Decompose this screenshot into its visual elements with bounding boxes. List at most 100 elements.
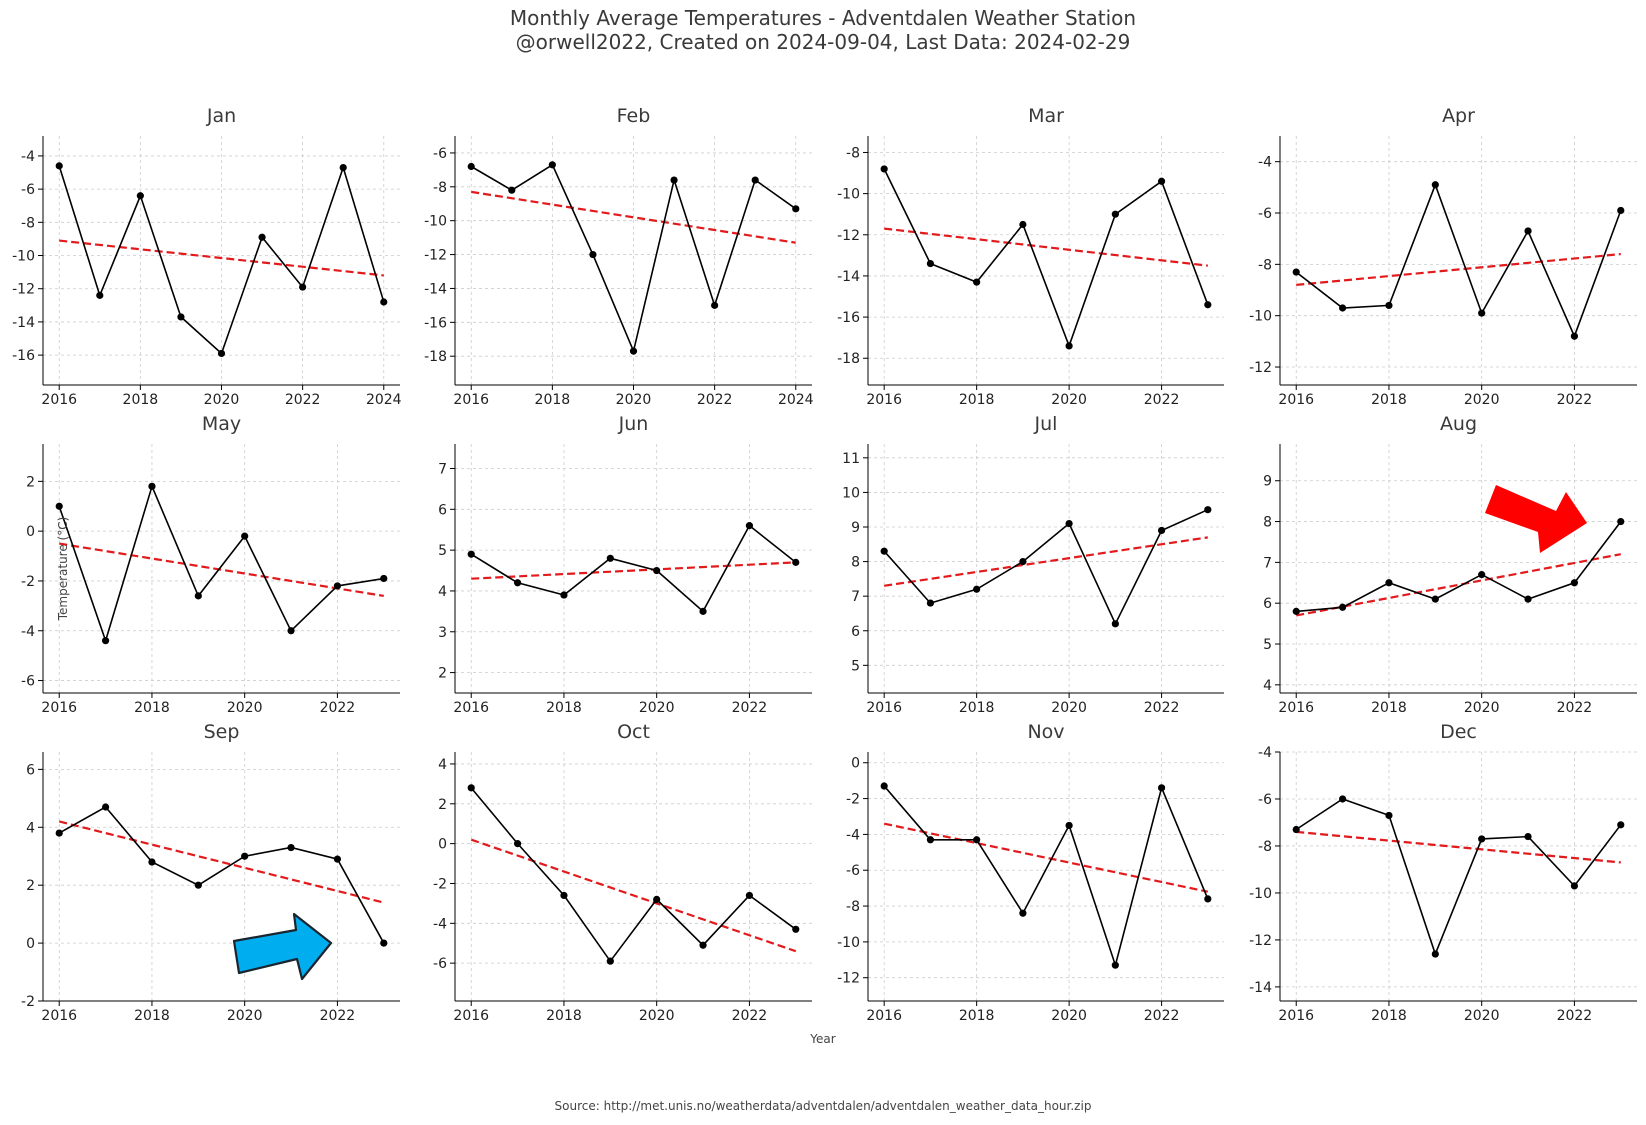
trend-line	[471, 561, 796, 580]
panel-jan: 2016 2018 2020 2022 2024 -4 -6 -8 -10 -12 -14 -16 Ja…	[12, 105, 402, 408]
x-tick-label: 2020	[1051, 392, 1087, 408]
y-tick-label: -8	[846, 899, 860, 915]
y-tick-label: 4	[438, 757, 447, 773]
y-tick-label: 9	[851, 520, 860, 536]
data-point	[467, 162, 475, 171]
panel-sep: 2016 2018 2020 2022 6 4 2 0 -2 Sep	[21, 721, 400, 1024]
y-tick-label: -6	[433, 146, 447, 162]
data-point	[380, 298, 388, 306]
data-point	[792, 558, 800, 566]
source-note: Source: http://met.unis.no/weatherdata/a…	[554, 1099, 1092, 1113]
y-tick-label: -2	[21, 994, 35, 1010]
data-point	[508, 186, 516, 194]
y-tick-label: -6	[1258, 206, 1272, 222]
x-tick-label: 2016	[1278, 700, 1314, 716]
data-point	[1111, 961, 1119, 969]
data-point	[333, 582, 342, 590]
data-point	[467, 784, 475, 792]
y-tick-label: 2	[438, 797, 447, 813]
y-tick-label: -10	[424, 214, 447, 230]
data-point	[1524, 595, 1532, 603]
data-point	[745, 522, 754, 530]
x-tick-label: 2020	[1464, 1008, 1500, 1024]
data-point	[1338, 304, 1347, 312]
y-tick-label: -10	[1249, 886, 1272, 902]
panel-title: Dec	[1440, 721, 1477, 743]
panel-title: Apr	[1442, 105, 1475, 127]
data-point	[1617, 821, 1625, 829]
y-tick-label: -10	[12, 249, 35, 265]
data-point	[177, 313, 185, 321]
x-tick-label: 2018	[959, 1008, 995, 1024]
y-tick-label: -14	[424, 281, 447, 297]
data-point	[148, 482, 156, 490]
series-line	[58, 483, 384, 644]
data-point	[55, 162, 63, 170]
y-tick-label: -2	[846, 792, 860, 808]
data-point	[670, 176, 678, 184]
x-tick-label: 2016	[41, 392, 77, 408]
data-point	[380, 939, 388, 947]
data-point	[606, 554, 614, 562]
series-line	[883, 508, 1209, 626]
panel-jul: 2016 2018 2020 2022 5 6 7 8 9 10 11 Jul	[842, 413, 1224, 716]
x-tick-label: 2024	[778, 392, 814, 408]
x-tick-label: 2016	[866, 392, 902, 408]
panel-title: Jan	[206, 105, 236, 127]
y-tick-label: 4	[26, 820, 35, 836]
x-tick-label: 2016	[453, 1008, 489, 1024]
panel-title: Aug	[1440, 413, 1477, 435]
y-tick-label: 7	[851, 589, 860, 605]
x-tick-label: 2018	[134, 700, 170, 716]
data-point	[513, 579, 522, 587]
chart-subtitle: @orwell2022, Created on 2024-09-04, Last…	[515, 30, 1131, 54]
data-point	[699, 941, 707, 949]
x-tick-label: 2018	[1371, 700, 1407, 716]
y-tick-label: 0	[851, 756, 860, 772]
y-tick-label: 0	[26, 524, 35, 540]
y-tick-label: -4	[846, 827, 860, 843]
x-tick-label: 2020	[1464, 392, 1500, 408]
y-tick-label: -6	[1258, 792, 1272, 808]
series-line	[1295, 182, 1622, 339]
y-tick-label: 4	[1263, 678, 1272, 694]
y-tick-label: -2	[433, 876, 447, 892]
x-tick-label: 2018	[959, 700, 995, 716]
data-point	[880, 547, 888, 555]
y-tick-label: 9	[1263, 474, 1272, 490]
y-tick-label: 5	[1263, 637, 1272, 653]
trend-line	[59, 239, 384, 277]
series-line	[1295, 798, 1622, 957]
y-tick-label: -10	[837, 935, 860, 951]
data-point	[1019, 909, 1027, 917]
panel-nov: 2016 2018 2020 2022 0 -2 -4 -6 -8 -10 -12 Nov	[837, 721, 1224, 1024]
data-point	[973, 278, 981, 286]
trend-line	[883, 822, 1209, 893]
y-tick-label: -16	[837, 310, 860, 326]
data-point	[287, 627, 295, 635]
data-point	[299, 283, 307, 291]
data-point	[55, 502, 63, 510]
y-tick-label: 6	[26, 762, 35, 778]
y-tick-label: 7	[1263, 555, 1272, 571]
trend-line	[1296, 830, 1621, 864]
y-tick-label: -10	[837, 187, 860, 203]
x-tick-label: 2020	[639, 700, 675, 716]
y-tick-label: 2	[438, 666, 447, 682]
data-point	[699, 607, 707, 615]
data-point	[287, 843, 295, 852]
data-point	[1019, 557, 1027, 566]
y-tick-label: -6	[846, 863, 860, 879]
data-point	[1524, 832, 1532, 841]
trend-line	[470, 838, 797, 953]
chart-title: Monthly Average Temperatures - Adventdal…	[509, 6, 1137, 30]
y-tick-label: 5	[851, 658, 860, 674]
x-tick-label: 2020	[1051, 1008, 1087, 1024]
x-tick-label: 2016	[453, 392, 489, 408]
y-tick-label: -12	[12, 282, 35, 298]
x-tick-label: 2022	[1557, 1008, 1593, 1024]
x-tick-label: 2022	[320, 1008, 356, 1024]
data-point	[560, 891, 568, 900]
x-tick-label: 2020	[639, 1008, 675, 1024]
